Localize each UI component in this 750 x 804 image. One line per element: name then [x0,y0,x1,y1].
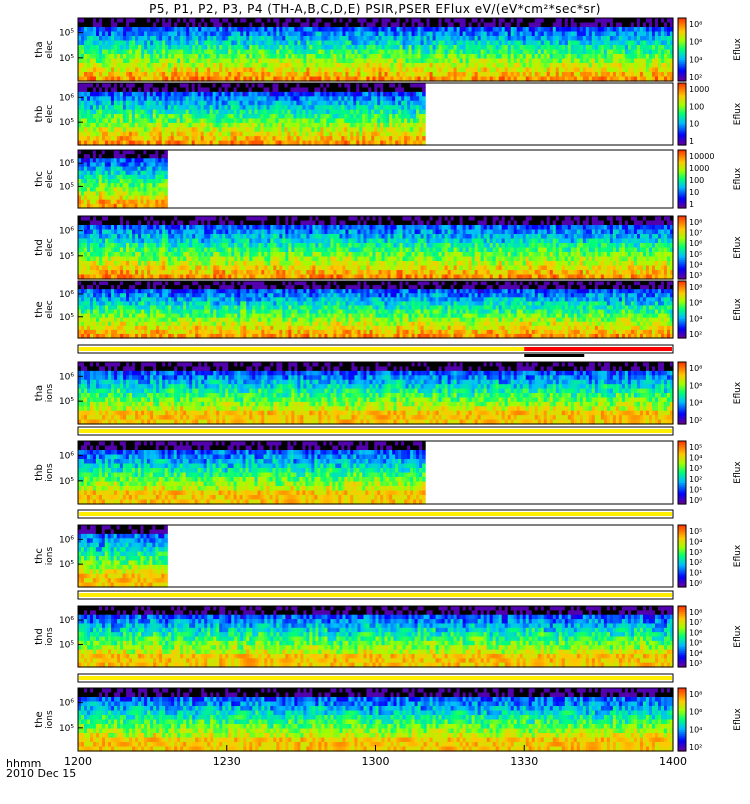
spectrogram-cell [422,92,426,97]
spectrogram-cell [164,183,168,188]
spectrogram-cell [164,162,168,167]
colorbar-tick-label: 10⁴ [689,55,702,64]
colorbar-tick-label: 10000 [689,152,714,161]
colorbar-label: Eflux [733,102,743,125]
y-tick-label: 10⁵ [59,182,74,192]
spectrogram-cell [164,154,168,159]
colorbar-thb-elec [678,83,686,146]
spectrogram-cell [164,150,168,155]
spectrogram-cell [164,196,168,201]
spectrogram-cell [422,87,426,92]
colorbar-tha-elec [678,18,686,82]
spectrogram-cell [422,127,426,132]
colorbar-tick-label: 10 [689,120,699,129]
spectrogram-cell [164,167,168,172]
colorbar-tick-label: 1 [689,137,694,146]
spectrogram-cell [422,83,426,88]
spectrogram-cell [164,171,168,176]
spectrogram-cell [164,158,168,163]
spectrogram-cell [164,175,168,180]
colorbar-tick-label: 1 [689,200,694,209]
panel-species-label: elec [45,170,55,189]
spectrogram-cell [422,101,426,106]
colorbar-tick-label: 1000 [689,85,709,94]
colorbar-label: Eflux [733,167,743,190]
chart-title: P5, P1, P2, P3, P4 (TH-A,B,C,D,E) PSIR,P… [0,2,750,16]
colorbar-tick-label: 10 [689,188,699,197]
panel-species-label: elec [45,40,55,59]
spectrogram-cell [164,179,168,184]
colorbar-tick-label: 100 [689,176,704,185]
spectrogram-tha-elec [78,18,674,82]
spectrogram-thd-elec [78,216,674,280]
y-tick-label: 10⁵ [59,118,74,128]
spectrogram-cell [164,187,168,192]
spectrogram-cell [422,123,426,128]
colorbar-tick-label: 10² [689,73,702,82]
spectrogram-cell [164,191,168,196]
panel-probe-label: thb [34,106,45,123]
colorbar-thc-elec [678,150,686,209]
spectrogram-thc-elec [78,150,168,209]
spectrogram-cell [422,105,426,110]
colorbar-tick-label: 100 [689,102,704,111]
spectrogram-cell [422,110,426,115]
spectrogram-cell [164,200,168,205]
spectrogram-cell [422,114,426,119]
y-tick-label: 10⁶ [59,159,74,169]
spectrogram-cell [422,136,426,141]
y-tick-label: 10⁵ [59,29,74,39]
y-tick-label: 10⁵ [59,54,74,64]
panel-species-label: elec [45,105,55,124]
colorbar-tick-label: 10⁸ [689,20,702,29]
spectrogram-cell [422,96,426,101]
colorbar-tick-label: 10⁶ [689,38,702,47]
colorbar-label: Eflux [733,38,743,61]
spectrogram-cell [422,132,426,137]
spectrogram-thb-elec [78,83,426,146]
y-tick-label: 10⁶ [59,93,74,103]
panel-probe-label: thc [34,171,45,187]
spectrogram-cell [422,118,426,123]
colorbar-tick-label: 1000 [689,164,709,173]
panel-probe-label: tha [34,41,45,57]
